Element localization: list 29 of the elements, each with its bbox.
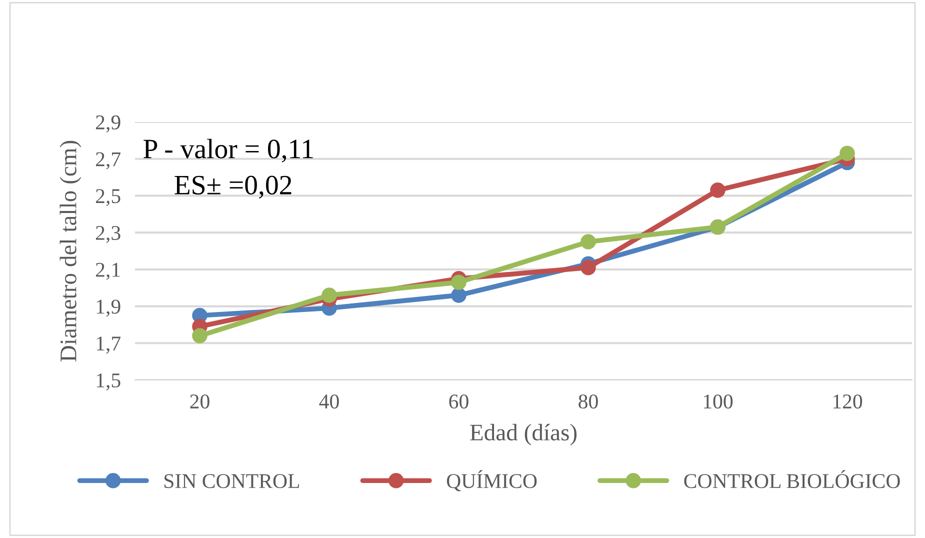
x-tick-label: 120: [833, 394, 862, 409]
legend-label: CONTROL BIOLÓGICO: [684, 470, 900, 488]
y-tick-label: 2,1: [96, 262, 120, 280]
x-tick-label: 100: [704, 394, 733, 409]
point: [840, 146, 855, 161]
point: [580, 234, 596, 250]
point: [451, 288, 466, 303]
legend-label: QUÍMICO: [446, 470, 537, 492]
point: [710, 182, 726, 198]
y-tick-label: 1,5: [96, 373, 120, 390]
y-tick-label: 1,9: [96, 300, 120, 317]
y-tick-label: 2,7: [96, 152, 121, 170]
annotation: P - valor = 0,11: [144, 138, 313, 162]
y-tick-label: 2,3: [96, 226, 120, 244]
x-tick-label: 60: [449, 394, 468, 409]
x-axis-title: Edad (días): [470, 424, 577, 446]
x-tick-label: 80: [578, 394, 598, 409]
point: [192, 328, 208, 344]
y-axis-title: Diametro del tallo (cm): [60, 140, 82, 362]
y-tick-label: 2,9: [96, 115, 120, 132]
x-tick-label: 40: [319, 394, 339, 409]
point: [322, 288, 337, 303]
x-tick-label: 20: [190, 394, 210, 409]
y-tick-label: 2,5: [96, 189, 120, 206]
point: [580, 260, 596, 276]
point: [451, 274, 466, 290]
annotation: ES± =0,02: [174, 176, 292, 199]
legend-label: SIN CONTROL: [164, 474, 300, 488]
y-tick-label: 1,7: [96, 336, 121, 354]
